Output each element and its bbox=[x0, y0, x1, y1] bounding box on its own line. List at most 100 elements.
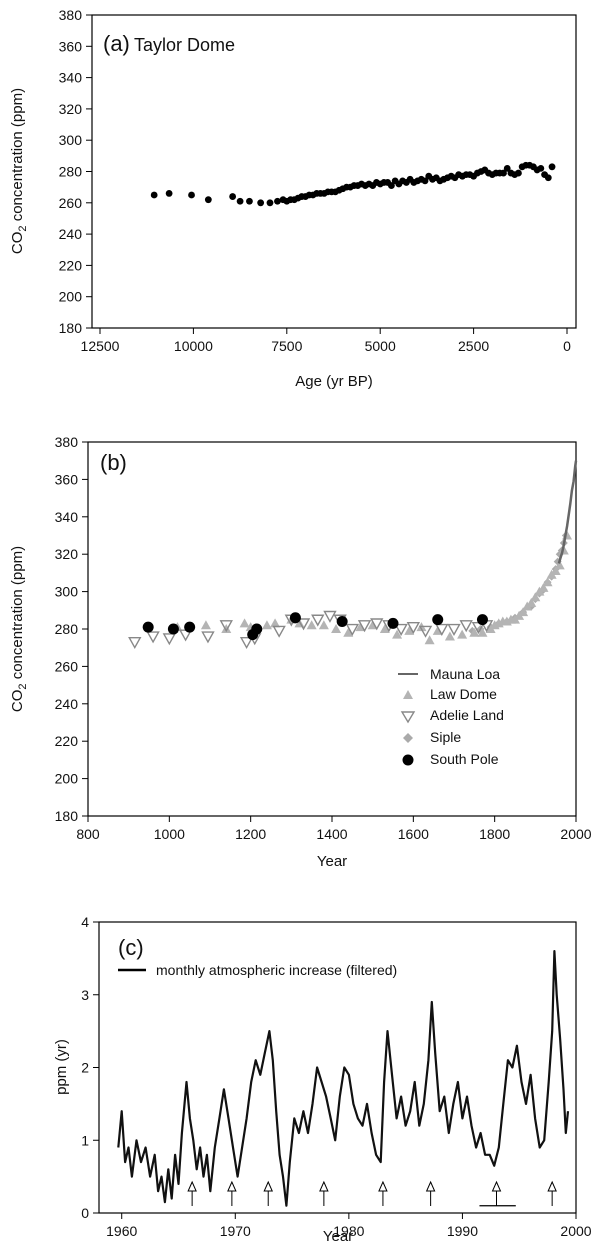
data-point-law-dome bbox=[392, 629, 403, 639]
y-tick-label-c: 3 bbox=[81, 987, 89, 1003]
data-point-adelie-land bbox=[394, 623, 408, 636]
x-tick-label-c: 1970 bbox=[220, 1223, 251, 1239]
panel-b-co2-records: 180 200 220 240 260 280 300 320 340 360 380 800 1000… bbox=[9, 434, 592, 870]
data-point-law-dome bbox=[457, 629, 468, 639]
series-line-monthly-increase bbox=[117, 950, 570, 1207]
panel-label-b: (b) bbox=[100, 450, 127, 475]
y-tick-label-b: 260 bbox=[55, 658, 79, 674]
data-point-south-pole bbox=[432, 614, 444, 626]
x-tick-label-a: 2500 bbox=[458, 338, 489, 354]
y-axis-label-a: CO2 concentration (ppm) bbox=[9, 88, 29, 254]
x-tick-label-b: 1800 bbox=[479, 826, 510, 842]
x-tick-label-b: 1200 bbox=[235, 826, 266, 842]
data-point-law-dome bbox=[550, 566, 561, 576]
data-point-adelie-land bbox=[239, 636, 254, 650]
data-point-law-dome bbox=[424, 635, 435, 645]
data-point-taylor-dome bbox=[388, 182, 395, 189]
data-point-law-dome bbox=[221, 624, 232, 633]
y-tick-label-b: 240 bbox=[55, 696, 79, 712]
panel-a-taylor-dome: 180 200 220 240 260 280 300 320 340 360 380 12500 10… bbox=[9, 7, 577, 390]
legend-label-law-dome: Law Dome bbox=[430, 686, 497, 702]
data-point-law-dome bbox=[477, 627, 488, 637]
panel-c-atmospheric-increase: 0 1 2 3 4 1960 1970 1980 1990 2000 (c) monthly at… bbox=[53, 914, 592, 1245]
event-arrow-head bbox=[425, 1180, 436, 1192]
legend-swatch-siple bbox=[403, 733, 413, 743]
x-axis-label-a: Age (yr BP) bbox=[295, 373, 373, 390]
y-tick-label-a: 220 bbox=[59, 257, 83, 273]
y-tick-label-b: 200 bbox=[55, 771, 79, 787]
data-point-taylor-dome bbox=[229, 193, 237, 200]
data-point-law-dome bbox=[554, 560, 565, 570]
x-tick-label-a: 10000 bbox=[174, 338, 213, 354]
data-point-taylor-dome bbox=[204, 196, 212, 204]
data-point-taylor-dome bbox=[544, 174, 552, 182]
data-point-adelie-land bbox=[435, 623, 449, 636]
data-point-taylor-dome bbox=[257, 199, 265, 207]
y-tick-label-b: 360 bbox=[55, 471, 79, 487]
event-arrow-head bbox=[319, 1180, 329, 1192]
x-tick-label-b: 1600 bbox=[398, 826, 429, 842]
series-line-mauna-loa bbox=[557, 460, 578, 564]
data-point-law-dome bbox=[331, 624, 342, 633]
legend-label-adelie-land: Adelie Land bbox=[430, 707, 504, 723]
y-tick-label-b: 300 bbox=[55, 584, 79, 600]
data-point-south-pole bbox=[167, 623, 179, 635]
y-tick-label-c: 2 bbox=[81, 1060, 89, 1076]
data-point-law-dome bbox=[542, 577, 553, 587]
data-point-south-pole bbox=[336, 616, 348, 628]
y-tick-label-b: 340 bbox=[55, 509, 79, 525]
y-tick-label-b: 380 bbox=[55, 434, 79, 450]
x-tick-label-c: 1980 bbox=[333, 1223, 364, 1239]
data-point-adelie-land bbox=[323, 610, 337, 623]
y-tick-label-c: 0 bbox=[81, 1205, 89, 1221]
data-point-south-pole bbox=[387, 617, 399, 629]
x-axis-label-b: Year bbox=[317, 853, 347, 870]
data-point-law-dome bbox=[518, 607, 529, 617]
data-point-taylor-dome bbox=[500, 169, 507, 177]
data-point-adelie-land bbox=[219, 620, 233, 633]
x-tick-label-c: 2000 bbox=[560, 1223, 591, 1239]
x-tick-label-b: 2000 bbox=[560, 826, 591, 842]
data-point-law-dome bbox=[261, 620, 272, 630]
y-tick-label-a: 180 bbox=[59, 320, 83, 336]
data-point-adelie-land bbox=[406, 622, 421, 635]
x-tick-label-a: 0 bbox=[563, 338, 571, 354]
data-point-adelie-land bbox=[311, 614, 325, 627]
y-tick-label-a: 260 bbox=[59, 195, 83, 211]
y-tick-label-c: 4 bbox=[81, 914, 89, 930]
data-point-law-dome bbox=[306, 620, 317, 630]
data-point-adelie-land bbox=[370, 618, 384, 631]
x-tick-label-a: 7500 bbox=[271, 338, 302, 354]
data-point-law-dome bbox=[343, 627, 354, 637]
legend-label-monthly-increase: monthly atmospheric increase (filtered) bbox=[156, 962, 397, 978]
data-point-law-dome bbox=[444, 631, 455, 641]
panel-label-c: (c) bbox=[118, 935, 144, 960]
data-point-taylor-dome bbox=[236, 197, 244, 205]
data-point-south-pole bbox=[289, 612, 301, 624]
y-tick-label-b: 220 bbox=[55, 733, 79, 749]
x-tick-label-a: 12500 bbox=[81, 338, 120, 354]
data-point-south-pole bbox=[184, 621, 196, 633]
x-tick-label-b: 1400 bbox=[316, 826, 347, 842]
legend-swatch-adelie-land bbox=[400, 711, 416, 724]
y-tick-label-a: 320 bbox=[59, 101, 83, 117]
legend-swatch-law-dome bbox=[403, 690, 413, 699]
x-tick-label-b: 800 bbox=[76, 826, 100, 842]
data-point-taylor-dome bbox=[266, 199, 274, 207]
y-tick-label-b: 320 bbox=[55, 546, 79, 562]
x-tick-label-c: 1990 bbox=[447, 1223, 478, 1239]
event-arrow-head bbox=[263, 1180, 273, 1192]
y-tick-label-a: 360 bbox=[59, 38, 83, 54]
data-point-law-dome bbox=[270, 618, 281, 628]
event-arrow-head bbox=[187, 1180, 197, 1192]
data-point-adelie-land bbox=[345, 623, 360, 636]
data-point-law-dome bbox=[530, 592, 541, 602]
event-arrow-head bbox=[491, 1180, 502, 1192]
data-point-adelie-land bbox=[146, 631, 160, 644]
data-point-adelie-land bbox=[357, 620, 372, 633]
y-axis-label-c: ppm (yr) bbox=[53, 1039, 70, 1095]
data-point-taylor-dome bbox=[274, 197, 281, 205]
data-point-adelie-land bbox=[272, 625, 286, 638]
y-tick-label-a: 200 bbox=[59, 289, 83, 305]
data-point-law-dome bbox=[200, 620, 211, 630]
